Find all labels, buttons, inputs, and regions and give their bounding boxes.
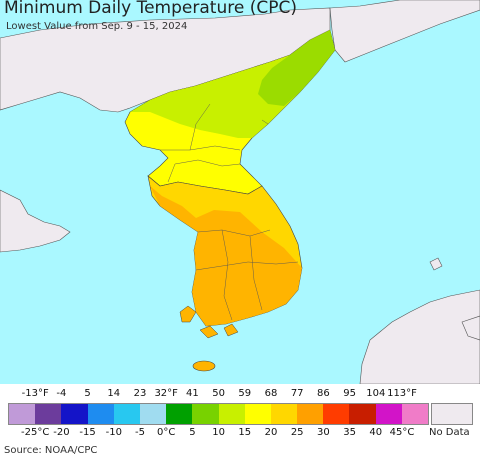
legend-swatch (244, 404, 271, 424)
north-korea-5to10c (258, 30, 335, 106)
province-borders (160, 103, 299, 321)
legend-swatch (297, 404, 324, 424)
fahrenheit-label: 14 (107, 388, 121, 399)
celsius-label: 35 (343, 427, 356, 438)
legend-swatch (166, 404, 193, 424)
fahrenheit-label: 41 (186, 388, 199, 399)
japan-island (461, 315, 480, 341)
jeju-island (192, 360, 216, 372)
legend-swatch (87, 404, 114, 424)
legend-fahrenheit-labels: -13°F -4 5 14 23 32°F 41 50 59 68 77 86 95 104 113°F (0, 388, 480, 402)
legend-color-bar (8, 403, 429, 425)
legend-swatch (113, 404, 140, 424)
china-shandong (0, 189, 71, 253)
legend-swatch (401, 404, 428, 424)
fahrenheit-label: 59 (238, 388, 252, 399)
fahrenheit-label: 95 (343, 388, 356, 399)
legend-swatch (9, 404, 36, 424)
celsius-label: 45°C (389, 427, 415, 438)
legend-celsius-labels: -25°C -20 -15 -10 -5 0°C 5 10 15 20 25 30 35 40 45°C (0, 427, 480, 441)
legend-swatch (192, 404, 219, 424)
no-data-swatch (431, 403, 473, 425)
southwest-islands (179, 305, 239, 339)
celsius-label: 10 (212, 427, 225, 438)
fahrenheit-label: 23 (133, 388, 147, 399)
celsius-label: -10 (105, 427, 122, 438)
russia-landmass (329, 0, 480, 63)
source-credit: Source: NOAA/CPC (4, 445, 98, 456)
legend-swatch (35, 404, 62, 424)
fahrenheit-label: 86 (317, 388, 330, 399)
celsius-label: 30 (317, 427, 330, 438)
celsius-label: 5 (189, 427, 196, 438)
fahrenheit-label: 68 (264, 388, 278, 399)
legend-swatch (139, 404, 167, 424)
fahrenheit-label: 104 (366, 388, 386, 399)
fahrenheit-label: -13°F (21, 388, 49, 399)
fahrenheit-label: 5 (84, 388, 91, 399)
legend-swatch (61, 404, 88, 424)
celsius-label: -20 (53, 427, 70, 438)
legend-swatch (349, 404, 376, 424)
legend-swatch (323, 404, 350, 424)
celsius-label: 25 (290, 427, 304, 438)
celsius-label: -25°C (21, 427, 50, 438)
celsius-label: 20 (264, 427, 278, 438)
legend-swatch (218, 404, 245, 424)
celsius-label: -5 (135, 427, 145, 438)
fahrenheit-label: 77 (290, 388, 304, 399)
celsius-label: 0°C (157, 427, 176, 438)
south-korea-25to30c (150, 186, 302, 326)
celsius-label: -15 (79, 427, 96, 438)
no-data-label: No Data (429, 427, 470, 438)
celsius-label: 15 (238, 427, 252, 438)
fahrenheit-label: 32°F (154, 388, 178, 399)
celsius-label: 40 (369, 427, 383, 438)
fahrenheit-label: -4 (56, 388, 67, 399)
page-subtitle: Lowest Value from Sep. 9 - 15, 2024 (6, 21, 188, 32)
legend-swatch (375, 404, 402, 424)
korea-temperature-map (0, 0, 480, 384)
north-korea-10to15c (130, 30, 335, 138)
legend-swatch (270, 404, 298, 424)
japan-honshu (359, 289, 480, 384)
fahrenheit-label: 113°F (387, 388, 417, 399)
japan-small-island (429, 257, 443, 271)
map-frame (0, 0, 480, 384)
page-title: Minimum Daily Temperature (CPC) (4, 0, 297, 18)
fahrenheit-label: 50 (212, 388, 225, 399)
